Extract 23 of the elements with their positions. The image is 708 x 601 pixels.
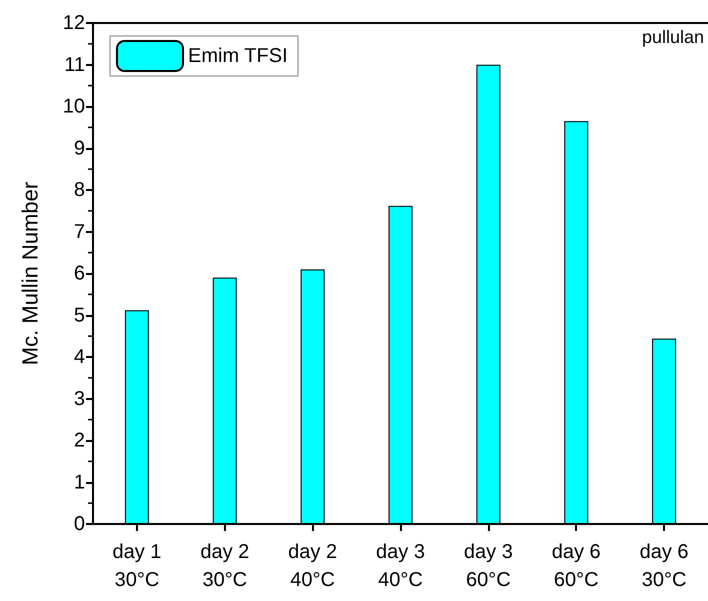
y-tick-label: 2 (74, 430, 85, 452)
y-tick-label: 5 (74, 304, 85, 326)
x-tick-label: day 6 60°C (552, 541, 601, 591)
y-tick-label: 0 (74, 513, 85, 535)
legend-label: Emim TFSI (188, 45, 288, 67)
y-tick-label: 4 (74, 346, 85, 368)
y-tick-label: 6 (74, 262, 85, 284)
y-tick-label: 9 (74, 137, 85, 160)
y-tick-label: 11 (64, 54, 85, 76)
y-tick-label: 10 (62, 96, 85, 118)
annotation: pullulan (642, 27, 704, 47)
x-tick-label: day 6 30°C (640, 541, 689, 591)
y-tick-label: 1 (74, 471, 85, 494)
y-tick-label: 12 (62, 12, 85, 34)
y-tick-label: 7 (74, 220, 85, 243)
y-axis-title: Mc. Mullin Number (18, 182, 42, 366)
x-tick-label: day 3 60°C (464, 541, 513, 591)
y-tick-label: 8 (74, 179, 85, 201)
y-tick-label: 3 (74, 388, 85, 410)
x-tick-label: day 2 30°C (200, 541, 250, 591)
x-tick-label: day 1 30°C (112, 541, 162, 591)
x-tick-label: day 2 40°C (288, 541, 338, 591)
x-tick-label: day 3 40°C (376, 541, 425, 591)
